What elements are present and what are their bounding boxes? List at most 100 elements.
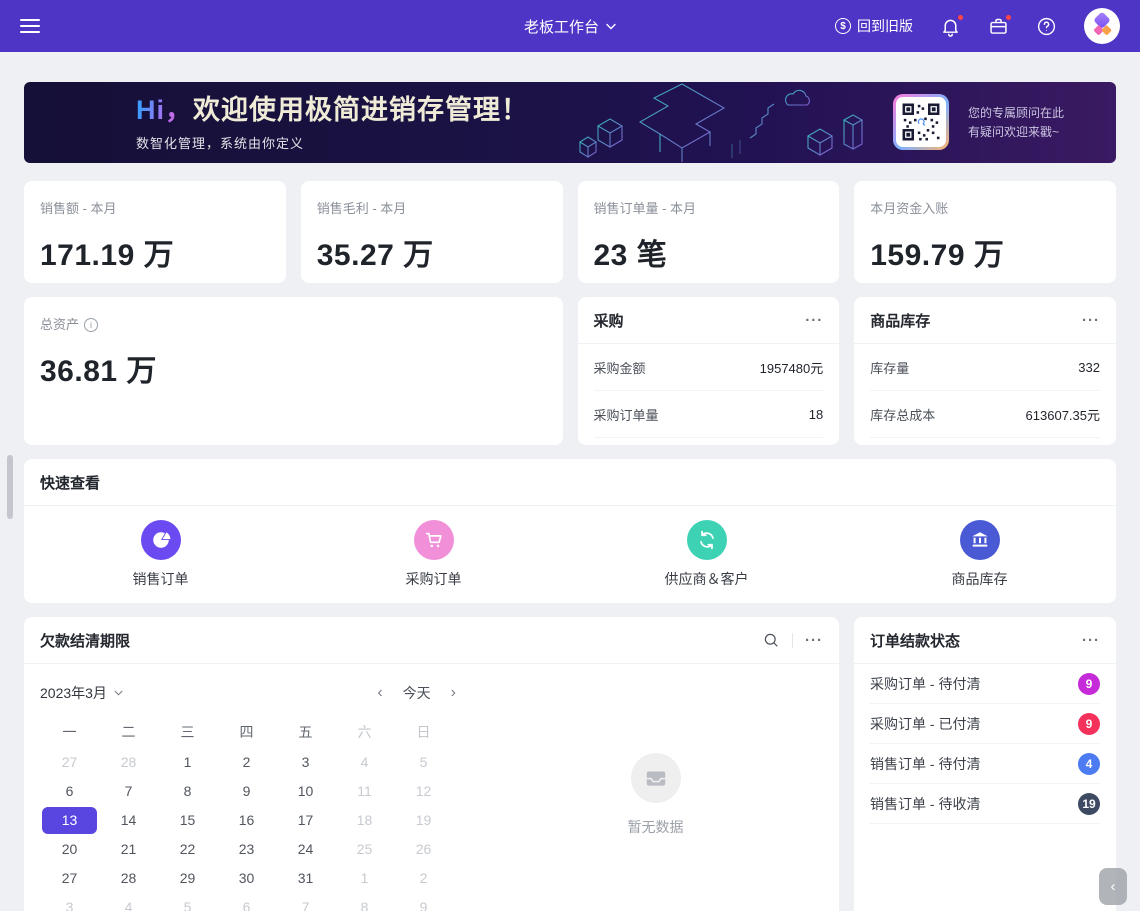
calendar-day[interactable]: 2 bbox=[419, 870, 428, 886]
asset-value: 36.81 万 bbox=[40, 355, 157, 388]
status-row-purchase-unpaid[interactable]: 采购订单 - 待付清 9 bbox=[870, 664, 1100, 704]
stat-value: 35.27 万 bbox=[316, 239, 434, 272]
calendar-day[interactable]: 20 bbox=[61, 841, 78, 857]
stat-value: 23 笔 bbox=[593, 239, 668, 272]
chevron-down-icon bbox=[606, 23, 616, 29]
calendar-day[interactable]: 5 bbox=[419, 754, 428, 770]
calendar-day[interactable]: 10 bbox=[297, 783, 314, 799]
calendar-day[interactable]: 28 bbox=[120, 754, 137, 770]
month-selector[interactable]: 2023年3月 bbox=[40, 683, 123, 703]
calendar-day[interactable]: 4 bbox=[124, 899, 133, 911]
advisor-qr-code bbox=[893, 94, 949, 150]
calendar-day[interactable]: 7 bbox=[301, 899, 310, 911]
calendar-day[interactable]: 3 bbox=[65, 899, 74, 911]
today-button[interactable]: 今天 bbox=[402, 685, 431, 701]
quick-item-suppliers-customers[interactable]: 供应商＆客户 bbox=[570, 519, 843, 589]
status-row-sales-unpaid[interactable]: 销售订单 - 待付清 4 bbox=[870, 744, 1100, 784]
quick-item-purchase-orders[interactable]: 采购订单 bbox=[297, 519, 570, 589]
calendar-day[interactable]: 15 bbox=[179, 812, 196, 828]
count-badge: 19 bbox=[1078, 792, 1100, 815]
hamburger-menu-icon[interactable] bbox=[20, 19, 40, 33]
stat-label: 销售毛利 - 本月 bbox=[316, 201, 407, 216]
calendar-day[interactable]: 22 bbox=[179, 841, 196, 857]
search-icon[interactable] bbox=[762, 631, 780, 649]
stat-label: 销售订单量 - 本月 bbox=[593, 201, 697, 216]
calendar-day[interactable]: 11 bbox=[357, 783, 372, 799]
prev-month-button[interactable]: ‹ bbox=[377, 684, 383, 701]
calendar-day[interactable]: 24 bbox=[297, 841, 314, 857]
purchase-order-count-row: 采购订单量 18 bbox=[593, 391, 824, 438]
calendar-day[interactable]: 12 bbox=[415, 783, 432, 799]
calendar-day[interactable]: 23 bbox=[238, 841, 255, 857]
calendar-day[interactable]: 14 bbox=[120, 812, 137, 828]
status-row-purchase-paid[interactable]: 采购订单 - 已付清 9 bbox=[870, 704, 1100, 744]
calendar-day[interactable]: 31 bbox=[297, 870, 314, 886]
user-avatar[interactable] bbox=[1084, 8, 1120, 44]
help-button[interactable] bbox=[1036, 16, 1057, 37]
more-icon[interactable]: ··· bbox=[805, 631, 823, 649]
next-month-button[interactable]: › bbox=[450, 684, 456, 701]
calendar-day[interactable]: 17 bbox=[297, 812, 314, 828]
calendar-day[interactable]: 29 bbox=[179, 870, 196, 886]
calendar-day[interactable]: 28 bbox=[120, 870, 137, 886]
info-icon[interactable]: i bbox=[84, 318, 99, 332]
calendar-day[interactable]: 9 bbox=[419, 899, 428, 911]
weekday-label: 日 bbox=[416, 724, 431, 740]
back-to-old-version-button[interactable]: $ 回到旧版 bbox=[835, 16, 913, 36]
more-icon[interactable]: ··· bbox=[1082, 311, 1100, 329]
calendar-day[interactable]: 21 bbox=[120, 841, 137, 857]
weekday-label: 五 bbox=[298, 724, 313, 740]
calendar-day[interactable]: 27 bbox=[61, 870, 78, 886]
status-row-sales-unreceived[interactable]: 销售订单 - 待收清 19 bbox=[870, 784, 1100, 824]
workspace-title-dropdown[interactable]: 老板工作台 bbox=[524, 16, 616, 37]
calendar-day[interactable]: 26 bbox=[415, 841, 432, 857]
scrollbar-thumb[interactable] bbox=[7, 455, 13, 519]
calendar-day[interactable]: 27 bbox=[61, 754, 78, 770]
calendar-day[interactable]: 7 bbox=[124, 783, 133, 799]
qr-pattern bbox=[900, 101, 942, 143]
calendar-day[interactable]: 8 bbox=[360, 899, 369, 911]
calendar-day[interactable]: 6 bbox=[65, 783, 74, 799]
calendar-day[interactable]: 9 bbox=[242, 783, 251, 799]
bell-icon bbox=[943, 19, 958, 37]
notifications-button[interactable] bbox=[940, 13, 964, 37]
top-navbar: 老板工作台 $ 回到旧版 bbox=[0, 0, 1140, 52]
calendar-day[interactable]: 30 bbox=[238, 870, 255, 886]
calendar-day[interactable]: 5 bbox=[183, 899, 192, 911]
side-panel-toggle[interactable]: ‹ bbox=[1099, 868, 1127, 905]
quick-item-label: 商品库存 bbox=[951, 570, 1008, 587]
card-title: 商品库存 bbox=[870, 312, 931, 330]
stat-card-gross-profit: 销售毛利 - 本月 35.27 万 bbox=[300, 181, 563, 283]
calendar-day-selected[interactable]: 13 bbox=[42, 807, 97, 834]
page-title: 老板工作台 bbox=[523, 18, 600, 36]
calendar-day[interactable]: 1 bbox=[183, 754, 192, 770]
calendar-day[interactable]: 6 bbox=[242, 899, 251, 911]
calendar-day[interactable]: 4 bbox=[360, 754, 369, 770]
divider bbox=[792, 632, 793, 648]
calendar-grid: 一二三四五六日 27 28 1 2 3 4 5 6 7 8 9 10 11 12 13 14 15 16 17 18 19… bbox=[40, 716, 456, 911]
quick-item-label: 供应商＆客户 bbox=[664, 570, 749, 587]
banner-subtitle: 数智化管理，系统由你定义 bbox=[136, 136, 305, 151]
calendar-day[interactable]: 18 bbox=[356, 812, 373, 828]
back-to-old-label: 回到旧版 bbox=[857, 18, 913, 34]
calendar-day[interactable]: 16 bbox=[238, 812, 255, 828]
calendar-day[interactable]: 19 bbox=[415, 812, 432, 828]
calendar-day[interactable]: 3 bbox=[301, 754, 310, 770]
stock-quantity-row: 库存量 332 bbox=[870, 344, 1100, 391]
calendar-day[interactable]: 2 bbox=[242, 754, 251, 770]
more-icon[interactable]: ··· bbox=[1082, 631, 1100, 649]
more-icon[interactable]: ··· bbox=[805, 311, 824, 329]
weekday-label: 三 bbox=[180, 724, 195, 740]
banner-title: Hi，欢迎使用极简进销存管理！ bbox=[136, 93, 529, 127]
quick-item-label: 销售订单 bbox=[132, 570, 189, 587]
workbench-button[interactable] bbox=[988, 13, 1012, 37]
chevron-left-icon: ‹ bbox=[1110, 878, 1116, 895]
empty-inbox-icon bbox=[630, 753, 681, 803]
banner-illustration bbox=[578, 83, 864, 162]
banner-hi: Hi， bbox=[136, 95, 193, 125]
quick-item-sales-orders[interactable]: 销售订单 bbox=[24, 519, 297, 589]
calendar-day[interactable]: 8 bbox=[183, 783, 192, 799]
quick-item-inventory[interactable]: 商品库存 bbox=[843, 519, 1116, 589]
calendar-day[interactable]: 1 bbox=[360, 870, 369, 886]
calendar-day[interactable]: 25 bbox=[356, 841, 373, 857]
